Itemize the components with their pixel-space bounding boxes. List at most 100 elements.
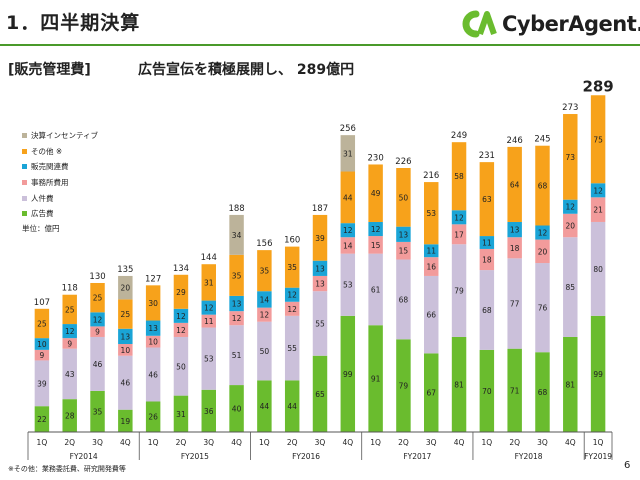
segment-label: 28 bbox=[65, 412, 75, 421]
segment-label: 12 bbox=[593, 186, 603, 195]
fiscal-year-label: FY2015 bbox=[181, 452, 209, 461]
segment-label: 12 bbox=[371, 225, 381, 234]
bar-segment bbox=[229, 254, 244, 296]
bar-segment bbox=[563, 336, 578, 432]
legend-label: 事務所費用 bbox=[31, 178, 69, 188]
segment-label: 99 bbox=[343, 370, 353, 379]
segment-label: 68 bbox=[538, 388, 548, 397]
bar-segment bbox=[90, 282, 105, 313]
x-tick-label: 1Q bbox=[259, 438, 270, 447]
segment-label: 67 bbox=[426, 389, 436, 398]
bar-segment bbox=[396, 241, 411, 260]
segment-label: 71 bbox=[510, 386, 520, 395]
segment-label: 70 bbox=[482, 387, 492, 396]
segment-label: 68 bbox=[399, 295, 409, 304]
bar-total-label: 230 bbox=[368, 153, 384, 163]
bar-total-label: 273 bbox=[562, 103, 578, 113]
bar-segment bbox=[396, 226, 411, 242]
segment-label: 20 bbox=[566, 221, 576, 230]
segment-label: 50 bbox=[399, 193, 409, 202]
bar-segment bbox=[479, 270, 495, 350]
segment-label: 12 bbox=[566, 203, 576, 212]
segment-label: 77 bbox=[510, 300, 520, 309]
bar-total-label: 231 bbox=[479, 151, 495, 161]
segment-label: 12 bbox=[65, 327, 75, 336]
bar-segment bbox=[396, 339, 411, 432]
logo-text: CyberAgent. bbox=[502, 12, 640, 36]
segment-label: 35 bbox=[93, 407, 103, 416]
bar-segment bbox=[284, 246, 300, 288]
segment-label: 20 bbox=[121, 284, 131, 293]
bar-segment bbox=[479, 236, 495, 249]
x-tick-label: 3Q bbox=[537, 438, 548, 447]
bar-segment bbox=[145, 320, 161, 336]
bar-segment bbox=[312, 355, 328, 432]
segment-label: 63 bbox=[482, 195, 492, 204]
x-tick-label: 2Q bbox=[398, 438, 409, 447]
fiscal-year-label: FY2018 bbox=[515, 452, 543, 461]
x-tick-label: 4Q bbox=[231, 438, 242, 447]
bar-total-label: 160 bbox=[284, 236, 300, 246]
segment-label: 68 bbox=[482, 306, 492, 315]
x-tick-label: 2Q bbox=[176, 438, 187, 447]
bar-segment bbox=[229, 311, 244, 326]
fiscal-year-label: FY2014 bbox=[70, 452, 98, 461]
bar-segment bbox=[257, 307, 272, 322]
bar-segment bbox=[563, 213, 578, 238]
bar-total-label: 245 bbox=[534, 135, 550, 145]
chart-legend: 決算インセンティブ その他 ※ 販売関連費 事務所費用 人件費 広告費 単位：億… bbox=[22, 128, 98, 234]
bar-segment bbox=[118, 275, 133, 300]
segment-label: 51 bbox=[232, 351, 242, 360]
bar-segment bbox=[312, 291, 328, 356]
bar-segment bbox=[257, 321, 272, 381]
bar-segment bbox=[451, 244, 467, 337]
chart-subtitle: 広告宣伝を積極展開し、 289億円 bbox=[138, 62, 355, 78]
bar-segment bbox=[340, 315, 356, 432]
legend-item: 広告費 bbox=[22, 206, 98, 222]
segment-label: 25 bbox=[37, 319, 47, 328]
segment-label: 44 bbox=[287, 402, 297, 411]
bar-segment bbox=[62, 324, 77, 339]
segment-label: 36 bbox=[204, 407, 214, 416]
segment-label: 16 bbox=[426, 263, 436, 272]
legend-swatch bbox=[22, 133, 27, 139]
bar-total-label: 246 bbox=[507, 136, 523, 146]
x-tick-label: 1Q bbox=[593, 438, 604, 447]
segment-label: 80 bbox=[593, 265, 603, 274]
segment-label: 40 bbox=[232, 405, 242, 414]
bar-segment bbox=[145, 401, 161, 432]
x-tick-label: 2Q bbox=[287, 438, 298, 447]
segment-label: 35 bbox=[232, 271, 242, 280]
segment-label: 31 bbox=[176, 410, 186, 419]
segment-label: 25 bbox=[65, 305, 75, 314]
fiscal-year-label: FY2019 bbox=[584, 452, 612, 461]
bar-segment bbox=[201, 264, 216, 301]
bar-segment bbox=[312, 275, 328, 292]
bar-segment bbox=[284, 301, 300, 316]
legend-label: その他 ※ bbox=[31, 146, 63, 156]
bar-segment bbox=[34, 308, 50, 339]
bar-segment bbox=[284, 287, 300, 302]
segment-label: 64 bbox=[510, 180, 520, 189]
bar-segment bbox=[90, 326, 105, 337]
segment-label: 31 bbox=[204, 278, 214, 287]
bar-segment bbox=[229, 295, 244, 312]
bar-segment bbox=[201, 327, 216, 390]
bar-segment bbox=[118, 409, 133, 432]
bar-segment bbox=[368, 221, 383, 237]
bar-segment bbox=[590, 197, 606, 222]
bar-segment bbox=[312, 260, 328, 276]
page-number: 6 bbox=[624, 460, 631, 471]
segment-label: 26 bbox=[148, 413, 158, 422]
segment-label: 13 bbox=[121, 332, 131, 341]
legend-swatch bbox=[22, 211, 27, 217]
bar-segment bbox=[312, 214, 328, 261]
bar-segment bbox=[424, 275, 439, 354]
segment-label: 50 bbox=[176, 362, 186, 371]
bar-segment bbox=[535, 239, 550, 264]
cyberagent-logo-icon bbox=[462, 10, 497, 38]
segment-label: 44 bbox=[343, 193, 353, 202]
x-tick-label: 3Q bbox=[426, 438, 437, 447]
bar-segment bbox=[201, 314, 216, 328]
